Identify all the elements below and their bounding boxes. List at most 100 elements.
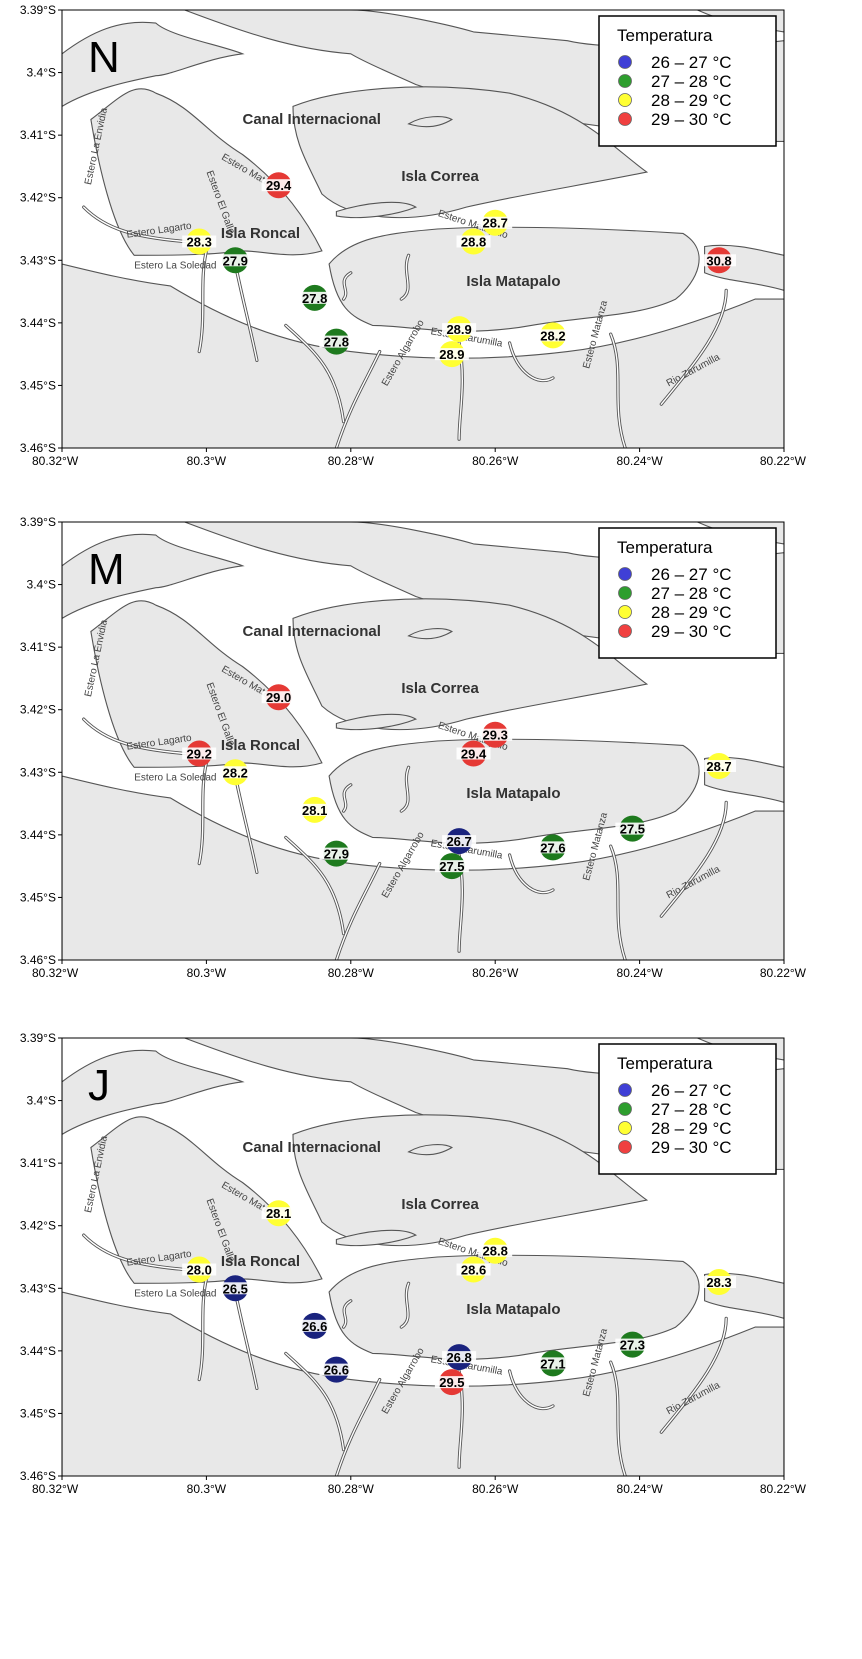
marker-value: 28.9 <box>439 347 464 362</box>
x-tick-label: 80.32°W <box>32 1482 79 1496</box>
x-tick-label: 80.22°W <box>760 1482 807 1496</box>
marker-label-bg <box>297 803 332 816</box>
marker-value: 27.1 <box>540 1356 565 1371</box>
marker-label-bg <box>456 1263 491 1276</box>
temperature-marker: 27.6 <box>535 834 570 861</box>
temperature-marker: 27.9 <box>319 840 354 867</box>
legend-swatch <box>618 55 632 69</box>
place-name-correa: Isla Correa <box>401 168 479 185</box>
legend-label: 26 – 27 °C <box>651 565 732 584</box>
temperature-marker: 26.8 <box>442 1344 477 1371</box>
temperature-marker: 26.5 <box>218 1275 253 1302</box>
temperature-marker: 26.6 <box>297 1312 332 1339</box>
map-panel-m: 80.32°W 80.3°W 80.28°W 80.26°W 80.24°W 80.22°… <box>20 515 807 980</box>
map-panel-n: 80.32°W 80.3°W 80.28°W 80.26°W 80.24°W 80.22°… <box>20 3 807 468</box>
marker-value: 27.3 <box>620 1338 645 1353</box>
marker-label-bg <box>535 841 570 854</box>
channel-line-inner <box>342 1300 352 1328</box>
y-tick-label: 3.39°S <box>20 3 56 17</box>
x-tick-label: 80.24°W <box>617 966 664 980</box>
temperature-marker: 28.7 <box>478 209 513 236</box>
channel-line-inner <box>198 250 208 353</box>
temperature-marker: 28.8 <box>478 1237 513 1264</box>
legend-label: 27 – 28 °C <box>651 72 732 91</box>
panel-letter: M <box>88 545 125 594</box>
y-tick-label: 3.44°S <box>20 1344 56 1358</box>
place-name-soledad: Estero La Soledad <box>134 772 216 783</box>
marker-value: 27.5 <box>439 859 464 874</box>
channel-line-inner <box>508 854 554 894</box>
channel-line-inner <box>660 1317 727 1433</box>
legend-title: Temperatura <box>617 538 713 557</box>
marker-value: 28.8 <box>461 235 486 250</box>
place-name-matapalo: Isla Matapalo <box>466 785 560 802</box>
channel-line-inner <box>335 1378 381 1476</box>
marker-label-bg <box>535 1357 570 1370</box>
temperature-marker: 30.8 <box>702 247 737 274</box>
legend-swatch <box>618 93 632 107</box>
temperature-marker: 29.4 <box>261 172 296 199</box>
marker-label-bg <box>297 1319 332 1332</box>
marker-label-bg <box>702 254 737 267</box>
land-shape <box>328 226 700 332</box>
place-name-matapalo: Isla Matapalo <box>466 273 560 290</box>
place-name-matapalo: Isla Matapalo <box>466 1301 560 1318</box>
temperature-marker: 29.5 <box>434 1369 469 1396</box>
legend: Temperatura 26 – 27 °C27 – 28 °C28 – 29 °… <box>598 15 777 147</box>
y-tick-label: 3.42°S <box>20 1219 56 1233</box>
channel-line-inner <box>335 862 381 960</box>
panel-letter: N <box>88 33 120 82</box>
marker-value: 28.1 <box>266 1206 291 1221</box>
marker-label-bg <box>615 1338 650 1351</box>
x-tick-label: 80.28°W <box>328 1482 375 1496</box>
legend-swatch <box>618 605 632 619</box>
marker-label-bg <box>456 747 491 760</box>
marker-value: 26.6 <box>324 1363 349 1378</box>
y-tick-label: 3.44°S <box>20 828 56 842</box>
channel-line-inner <box>342 784 352 812</box>
channel-line-inner <box>400 1282 410 1328</box>
place-name-roncal: Isla Roncal <box>221 737 300 754</box>
channel-line-inner <box>285 1352 345 1451</box>
plot-frame <box>61 9 785 449</box>
temperature-marker: 28.7 <box>702 753 737 780</box>
marker-value: 28.7 <box>483 216 508 231</box>
temperature-marker: 28.3 <box>182 228 217 255</box>
x-tick-label: 80.28°W <box>328 966 375 980</box>
legend-swatch <box>618 1102 632 1116</box>
place-name-canal: Canal Internacional <box>243 623 381 640</box>
channel-line-inner <box>660 289 727 405</box>
y-tick-label: 3.41°S <box>20 1156 56 1170</box>
marker-value: 27.9 <box>324 847 349 862</box>
land-shape <box>328 738 700 844</box>
x-tick-label: 80.3°W <box>187 966 227 980</box>
marker-value: 27.9 <box>223 253 248 268</box>
marker-label-bg <box>182 747 217 760</box>
land-shape <box>90 600 323 768</box>
place-name-canal: Canal Internacional <box>243 1139 381 1156</box>
legend-swatch <box>618 624 632 638</box>
marker-value: 29.3 <box>483 728 508 743</box>
land-shape <box>90 88 323 256</box>
marker-value: 28.1 <box>302 803 327 818</box>
channel-line-inner <box>610 845 626 960</box>
y-tick-label: 3.41°S <box>20 640 56 654</box>
marker-value: 28.9 <box>446 322 471 337</box>
temperature-marker: 28.9 <box>434 341 469 368</box>
temperature-marker: 28.2 <box>218 759 253 786</box>
place-name-soledad: Estero La Soledad <box>134 260 216 271</box>
legend-swatch <box>618 112 632 126</box>
marker-value: 26.8 <box>446 1350 471 1365</box>
x-tick-label: 80.3°W <box>187 454 227 468</box>
marker-value: 28.6 <box>461 1263 486 1278</box>
channel-line-inner <box>198 762 208 865</box>
marker-value: 28.8 <box>483 1244 508 1259</box>
map-shapes <box>62 10 784 448</box>
channel-line-inner <box>83 206 193 243</box>
marker-label-bg <box>319 847 354 860</box>
channel-line-inner <box>508 1370 554 1410</box>
marker-label-bg <box>456 235 491 248</box>
marker-value: 29.4 <box>461 747 487 762</box>
y-tick-label: 3.39°S <box>20 1031 56 1045</box>
